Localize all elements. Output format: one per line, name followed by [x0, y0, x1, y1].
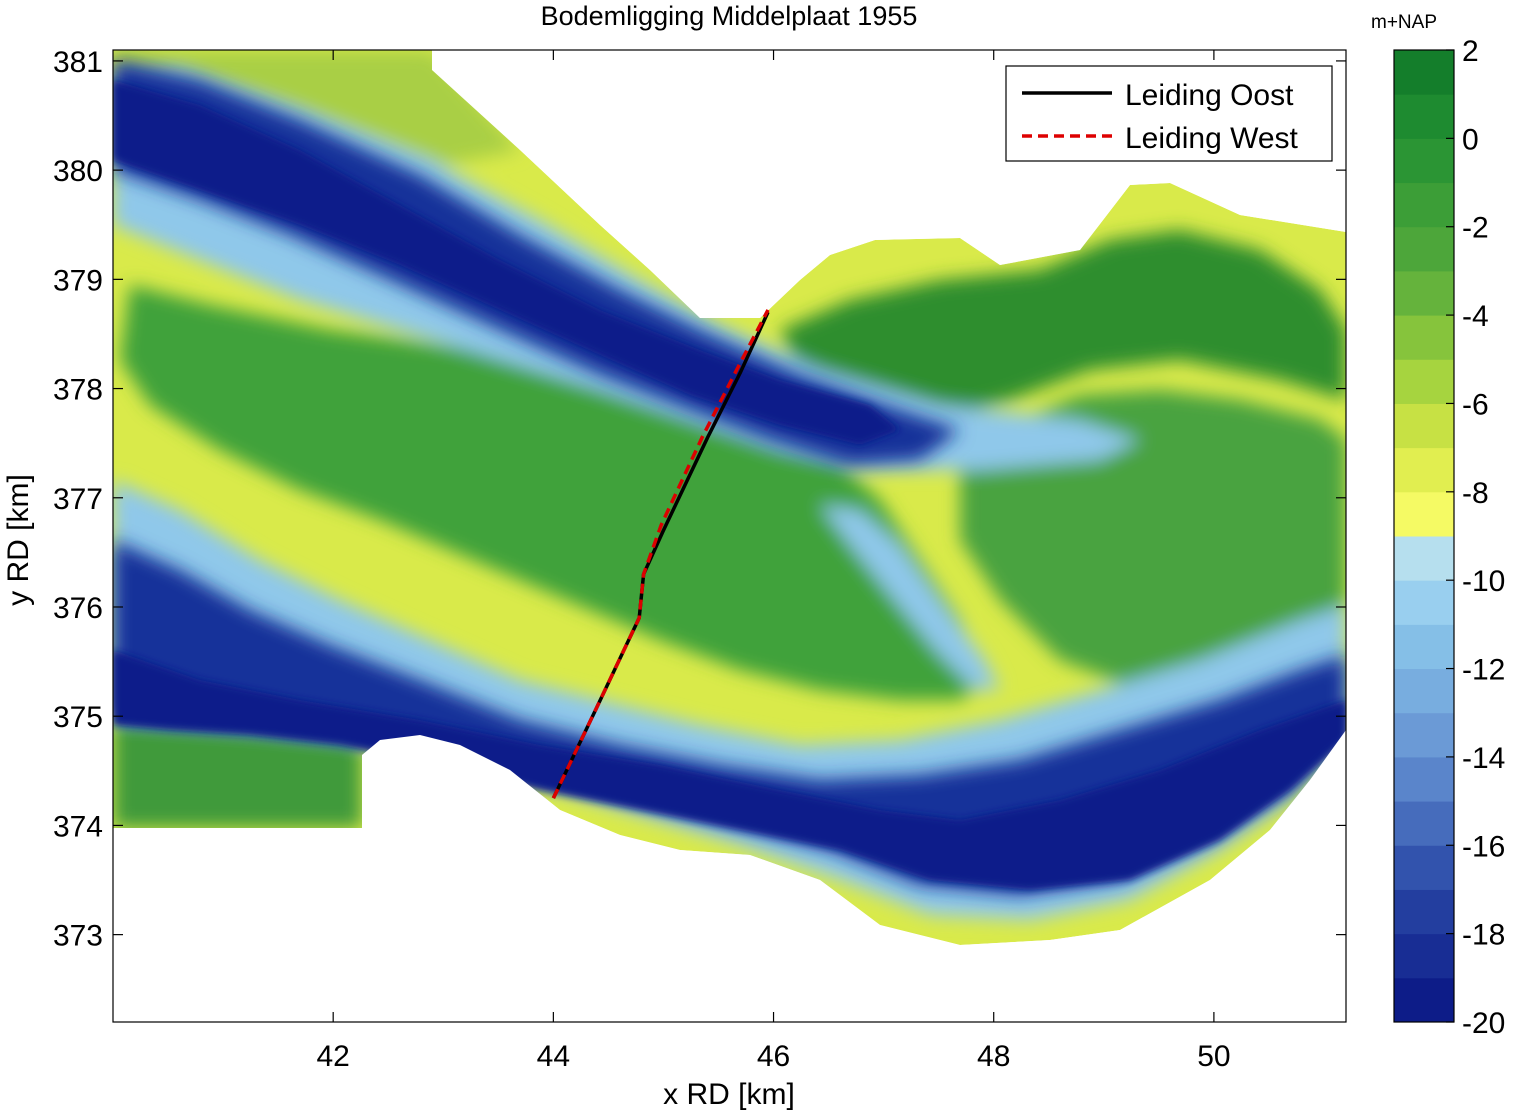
colorbar-band: [1394, 50, 1454, 95]
colorbar-band: [1394, 315, 1454, 360]
colorbar-tick-label: -12: [1462, 654, 1505, 687]
colorbar-band: [1394, 138, 1454, 184]
line-leiding-west: [551, 309, 770, 799]
x-tick-label: 48: [977, 1040, 1010, 1073]
x-ticks: 42 44 46 48 50: [316, 50, 1231, 1073]
y-tick-label: 379: [53, 264, 103, 297]
colorbar-band: [1394, 447, 1454, 493]
x-tick-label: 50: [1197, 1040, 1230, 1073]
colorbar-band: [1394, 668, 1454, 714]
colorbar: [1394, 50, 1454, 1023]
colorbar-band: [1394, 580, 1454, 625]
colorbar-band: [1394, 536, 1454, 581]
x-tick-label: 44: [537, 1040, 570, 1073]
colorbar-tick-label: -6: [1462, 388, 1489, 421]
y-tick-label: 374: [53, 810, 103, 843]
y-tick-label: 376: [53, 592, 103, 625]
legend-label-west: Leiding West: [1125, 122, 1299, 155]
colorbar-tick-label: -10: [1462, 565, 1505, 598]
shoal-north: [113, 50, 520, 170]
deep-channel-north: [113, 60, 960, 465]
colorbar-tick-label: 0: [1462, 123, 1479, 156]
y-tick-label: 381: [53, 46, 103, 79]
water-body: [113, 50, 1346, 945]
colorbar-tick-label: -20: [1462, 1007, 1505, 1040]
shoal-east: [960, 390, 1346, 690]
y-tick-label: 378: [53, 374, 103, 407]
x-axis-label: x RD [km]: [663, 1078, 795, 1111]
colorbar-band: [1394, 270, 1454, 316]
colorbar-tick-label: -8: [1462, 477, 1489, 510]
x-tick-label: 42: [316, 1040, 349, 1073]
y-ticks: 373 374 375 376 377 378 379 380 381: [53, 46, 1346, 953]
shoal-northeast: [780, 230, 1346, 420]
pipelines: [551, 309, 770, 799]
shoal-middelplaat: [120, 285, 985, 700]
colorbar-band: [1394, 182, 1454, 228]
legend-box: [1005, 65, 1333, 162]
colorbar-band: [1394, 226, 1454, 272]
deepest-channel-south: [113, 650, 1346, 890]
y-tick-label: 375: [53, 701, 103, 734]
colorbar-band: [1394, 801, 1454, 846]
colorbar-tick-label: -14: [1462, 742, 1505, 775]
y-tick-label: 373: [53, 920, 103, 953]
colorbar-band: [1394, 977, 1454, 1023]
colorbar-band: [1394, 756, 1454, 802]
legend-label-oost: Leiding Oost: [1125, 79, 1294, 112]
y-tick-label: 380: [53, 155, 103, 188]
colorbar-band: [1394, 624, 1454, 670]
colorbar-band: [1394, 403, 1454, 449]
colorbar-band: [1394, 359, 1454, 404]
colorbar-tick-label: -18: [1462, 919, 1505, 952]
colorbar-tick-label: 2: [1462, 35, 1479, 68]
colorbar-band: [1394, 845, 1454, 890]
chart-title: Bodemligging Middelplaat 1955: [541, 1, 918, 31]
colorbar-tick-label: -4: [1462, 300, 1489, 333]
colorbar-ticks: 2 0 -2 -4 -6 -8 -10 -12 -14 -16 -18 -20: [1446, 35, 1505, 1040]
bathymetry-map: [113, 50, 1346, 1022]
colorbar-tick-label: -16: [1462, 830, 1505, 863]
colorbar-label: m+NAP: [1371, 12, 1437, 33]
colorbar-band: [1394, 933, 1454, 979]
colorbar-frame: [1393, 49, 1455, 1023]
colorbar-band: [1394, 712, 1454, 758]
x-tick-label: 46: [757, 1040, 790, 1073]
colorbar-band: [1394, 889, 1454, 935]
channel-inner: [820, 505, 1000, 690]
y-axis-label: y RD [km]: [2, 474, 35, 606]
colorbar-band: [1394, 94, 1454, 139]
land-outside: [113, 730, 1346, 1022]
plot-frame: [112, 49, 1347, 1023]
y-tick-label: 377: [53, 483, 103, 516]
colorbar-tick-label: -2: [1462, 212, 1489, 245]
deepest-channel-north: [113, 80, 900, 445]
colorbar-band: [1394, 491, 1454, 537]
legend: Leiding Oost Leiding West: [1005, 65, 1333, 162]
